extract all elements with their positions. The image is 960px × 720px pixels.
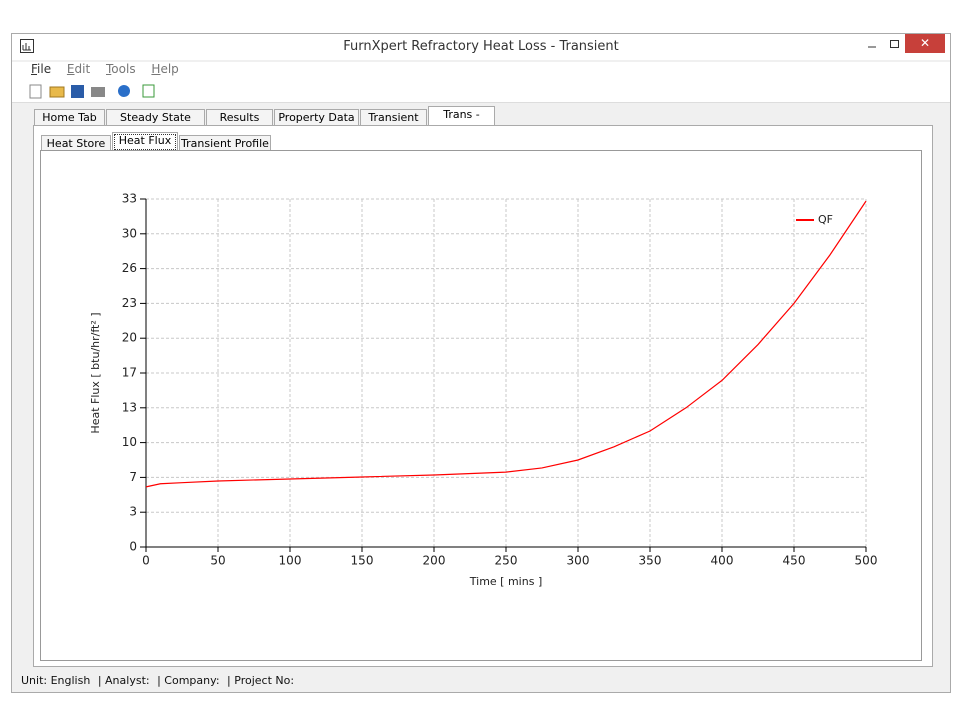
y-tick-label: 13: [122, 400, 137, 414]
tab[interactable]: Results: [206, 109, 273, 126]
y-tick-label: 0: [129, 540, 137, 554]
x-tick-label: 50: [210, 554, 225, 568]
status-text: | Analyst:: [97, 674, 150, 687]
y-tick-label: 10: [122, 435, 137, 449]
tab[interactable]: Heat Store: [41, 135, 111, 152]
print-icon[interactable]: [91, 87, 105, 97]
main-tabs: Home Tab Steady State Calc Results Prope…: [34, 106, 496, 139]
y-tick-label: 7: [129, 470, 137, 484]
menu-item[interactable]: Edit: [66, 62, 91, 76]
x-tick-label: 150: [351, 554, 374, 568]
x-tick-label: 300: [567, 554, 590, 568]
menu-item[interactable]: Help: [151, 62, 179, 76]
app-icon: [20, 39, 34, 53]
y-tick-label: 33: [122, 192, 137, 206]
y-tick-label: 23: [122, 296, 137, 310]
export-icon[interactable]: [142, 84, 155, 98]
x-tick-label: 250: [495, 554, 518, 568]
x-tick-label: 500: [855, 554, 878, 568]
y-tick-label: 20: [122, 331, 137, 345]
y-tick-label: 26: [122, 261, 137, 275]
window-controls[interactable]: [862, 38, 902, 52]
menu-bar: File Edit Tools Help: [12, 62, 950, 82]
window: FurnXpert Refractory Heat Loss - Transie…: [11, 33, 951, 693]
x-tick-label: 200: [423, 554, 446, 568]
help-icon[interactable]: [118, 85, 130, 97]
chart-panel: [40, 150, 922, 661]
menu-item[interactable]: File: [31, 62, 52, 76]
x-tick-label: 450: [783, 554, 806, 568]
data-line: [145, 200, 867, 488]
status-text: | Project No:: [227, 674, 295, 687]
y-tick-label: 30: [122, 226, 137, 240]
y-axis-label: Heat Flux [ btu/hr/ft² ]: [89, 312, 102, 433]
tab[interactable]: Transient Profile: [179, 135, 271, 152]
open-icon[interactable]: [49, 86, 65, 98]
tab[interactable]: Heat Flux: [112, 132, 178, 152]
x-tick-label: 0: [142, 554, 150, 568]
tab[interactable]: Home Tab: [34, 109, 105, 126]
status-bar: Unit: English | Analyst: | Company: | Pr…: [21, 674, 298, 687]
window-title: FurnXpert Refractory Heat Loss - Transie…: [343, 39, 619, 54]
save-icon[interactable]: [71, 85, 84, 98]
title-bar: FurnXpert Refractory Heat Loss - Transie…: [12, 34, 950, 60]
sub-tabs: Heat Store Heat Flux Transient Profile: [41, 132, 272, 152]
menu-item[interactable]: Tools: [106, 62, 136, 76]
x-tick-label: 350: [639, 554, 662, 568]
y-tick-label: 17: [122, 366, 137, 380]
status-text: | Company:: [157, 674, 220, 687]
x-tick-label: 100: [279, 554, 302, 568]
legend-label: QF: [818, 213, 833, 226]
x-tick-label: 400: [711, 554, 734, 568]
new-icon[interactable]: [29, 84, 42, 99]
y-tick-label: 3: [129, 505, 137, 519]
close-button[interactable]: ✕: [905, 34, 945, 53]
status-text: Unit: English: [21, 674, 91, 687]
tab[interactable]: Transient: [360, 109, 427, 126]
x-axis-label: Time [ mins ]: [469, 575, 542, 588]
toolbar: [12, 82, 950, 103]
